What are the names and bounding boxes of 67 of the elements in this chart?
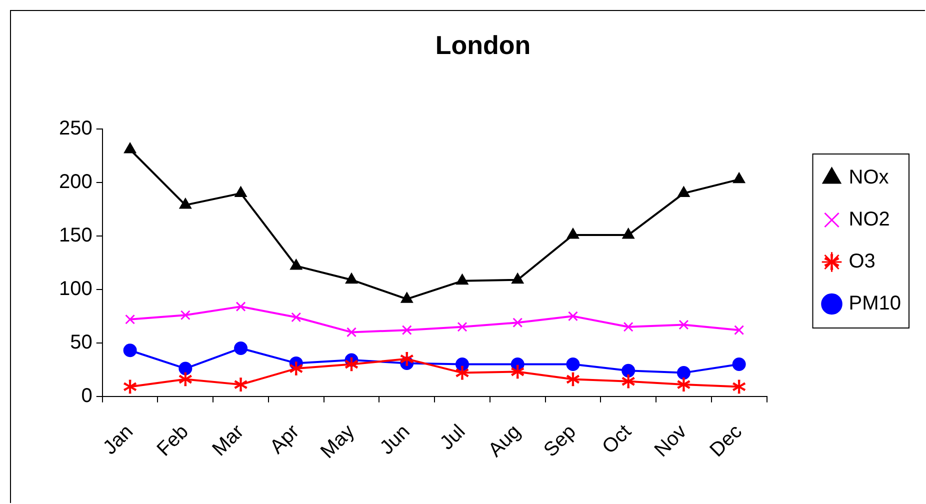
x-tick-label: Mar	[208, 420, 248, 461]
y-tick-label: 100	[58, 278, 92, 300]
y-tick-label: 150	[58, 224, 92, 247]
x-tick-label: Dec	[706, 420, 747, 462]
point	[732, 358, 746, 372]
point	[400, 292, 413, 303]
y-tick-label: 250	[58, 118, 92, 140]
point	[568, 311, 578, 322]
point	[291, 312, 302, 322]
point	[676, 366, 690, 380]
point	[456, 274, 468, 285]
point	[180, 310, 190, 320]
x-tick-label: Sep	[540, 420, 580, 462]
point	[179, 198, 192, 209]
x-tick-label: Oct	[598, 420, 636, 458]
y-tick-label: 50	[70, 331, 92, 354]
point	[456, 366, 469, 380]
y-tick-label: 200	[58, 171, 92, 194]
x-tick-label: Jan	[99, 420, 138, 460]
point	[734, 325, 744, 336]
point	[234, 378, 248, 392]
point	[677, 378, 690, 392]
point	[511, 364, 524, 379]
y-tick-label: 0	[81, 384, 92, 407]
point	[234, 341, 248, 355]
x-tick-label: May	[316, 420, 359, 463]
chart-title: London	[435, 30, 531, 60]
legend-label: NO2	[848, 208, 890, 231]
point	[124, 142, 136, 154]
point	[622, 374, 635, 388]
legend-label: NOx	[848, 166, 889, 189]
x-tick-label: Jun	[376, 420, 414, 460]
point	[123, 380, 137, 394]
point	[623, 322, 634, 332]
legend-label: PM10	[848, 292, 902, 315]
legend-label: O3	[848, 250, 876, 273]
point	[566, 372, 580, 386]
point	[346, 327, 357, 338]
point	[290, 362, 303, 376]
point	[622, 364, 636, 378]
point	[178, 362, 192, 376]
point	[567, 228, 579, 239]
point	[178, 372, 192, 386]
point	[344, 357, 358, 372]
point	[400, 352, 414, 366]
point	[125, 314, 136, 324]
point	[732, 380, 746, 394]
x-tick-label: Aug	[484, 420, 526, 462]
x-tick-label: Feb	[152, 420, 193, 461]
point	[123, 344, 137, 358]
point	[236, 302, 246, 312]
point	[512, 318, 523, 328]
x-tick-label: Nov	[650, 420, 692, 462]
x-tick-label: Apr	[266, 420, 304, 458]
point	[455, 358, 469, 372]
point	[234, 186, 247, 198]
point	[457, 322, 468, 332]
point	[566, 358, 580, 372]
point	[512, 273, 524, 284]
point	[678, 320, 689, 330]
point	[733, 172, 746, 184]
point	[678, 186, 690, 198]
point	[346, 273, 358, 284]
point	[402, 325, 412, 336]
x-tick-label: Jul	[436, 420, 470, 454]
point	[290, 259, 302, 270]
point	[622, 228, 634, 239]
